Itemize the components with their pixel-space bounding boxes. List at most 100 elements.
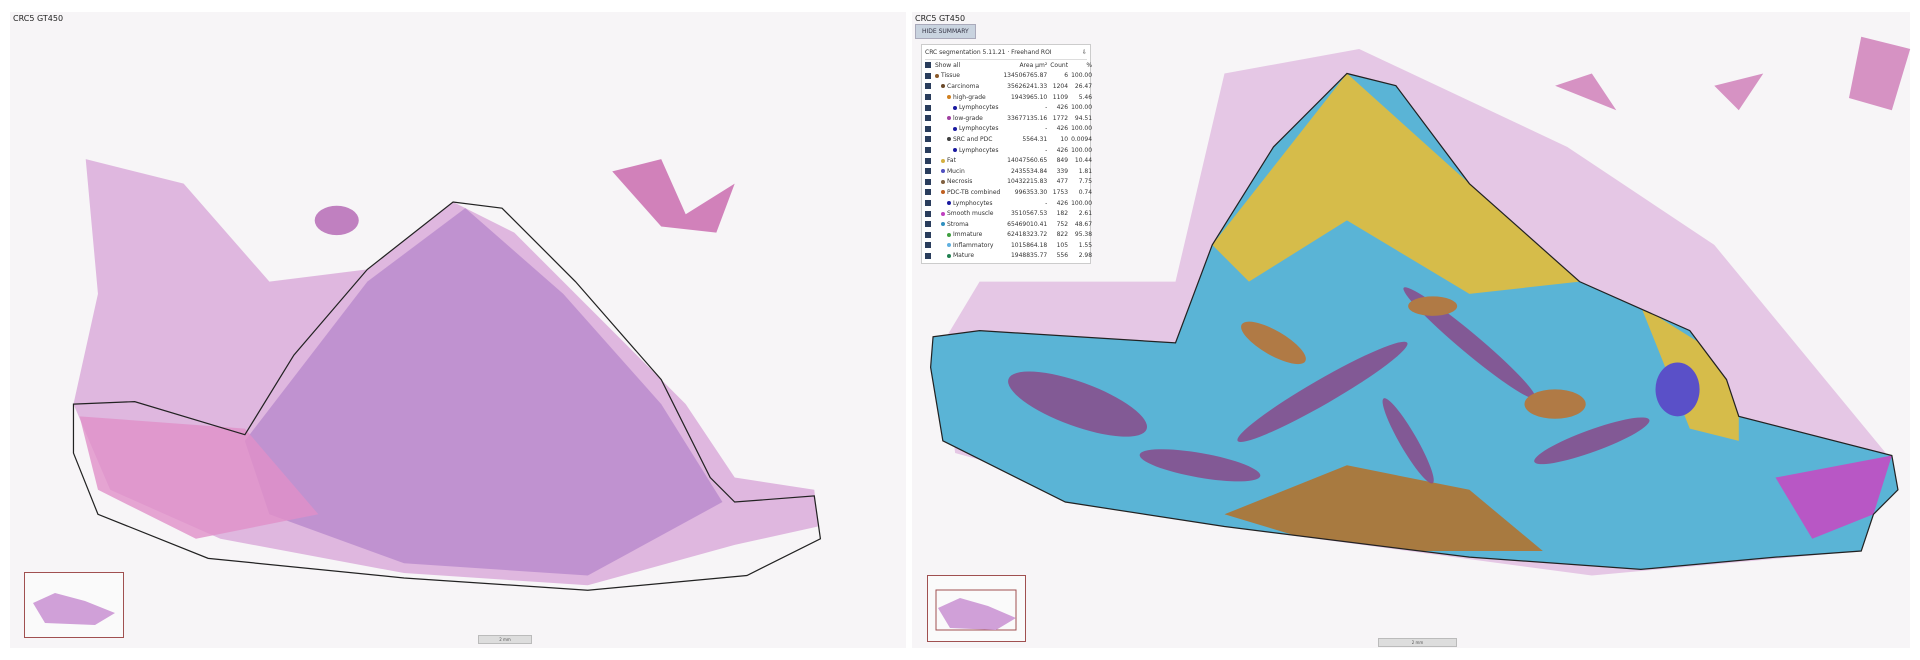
class-row: low-grade 33677135.16 1772 94.51 <box>925 113 1092 124</box>
name-cell: Lymphocytes <box>925 145 1000 156</box>
class-name: Inflammatory <box>953 241 994 249</box>
class-color <box>935 73 939 78</box>
checkbox[interactable] <box>925 136 931 143</box>
checkbox[interactable] <box>925 83 931 90</box>
pct-cell: 48.67 <box>1074 220 1093 228</box>
area-cell: 62418323.72 <box>1007 231 1048 239</box>
checkbox[interactable] <box>925 115 931 122</box>
checkbox[interactable] <box>925 242 931 249</box>
class-color <box>953 148 957 153</box>
pct-cell: 1.55 <box>1078 241 1093 249</box>
name-cell: Smooth muscle <box>925 208 1000 219</box>
checkbox[interactable] <box>925 189 931 196</box>
name-cell: Immature <box>925 230 1000 241</box>
name-cell: Inflammatory <box>925 240 1000 251</box>
count-cell: 752 <box>1056 220 1069 228</box>
checkbox[interactable] <box>925 231 931 238</box>
area-cell: - <box>1045 146 1048 154</box>
class-row: Immature 62418323.72 822 95.38 <box>925 230 1092 241</box>
pct-cell: 5.46 <box>1078 93 1093 101</box>
checkbox[interactable] <box>925 147 931 154</box>
class-name: low-grade <box>953 114 983 122</box>
pct-cell: 100.00 <box>1071 104 1093 112</box>
class-row: Stroma 65469010.41 752 48.67 <box>925 219 1092 230</box>
area-cell: 1948835.77 <box>1010 252 1048 260</box>
class-name: Carcinoma <box>947 82 980 90</box>
class-color <box>947 116 951 121</box>
area-cell: 5564.31 <box>1022 135 1048 143</box>
area-cell: - <box>1045 104 1048 112</box>
name-cell: low-grade <box>925 113 1000 124</box>
export-icon[interactable]: ⇩ <box>1081 49 1087 56</box>
hide-summary-button[interactable]: HIDE SUMMARY <box>915 24 976 39</box>
checkbox[interactable] <box>925 157 931 164</box>
class-name: Fat <box>947 157 956 165</box>
name-cell: PDC-TB combined <box>925 187 1000 198</box>
pct-cell: 2.98 <box>1078 252 1093 260</box>
checkbox[interactable] <box>925 210 931 217</box>
checkbox[interactable] <box>925 72 931 79</box>
count-cell: 105 <box>1056 241 1069 249</box>
class-color <box>947 137 951 142</box>
header-cell: Area µm² <box>1000 60 1047 71</box>
class-name: Stroma <box>947 220 969 228</box>
checkbox[interactable] <box>925 62 931 69</box>
header-cell: Count <box>1047 60 1068 71</box>
area-cell: 2435534.84 <box>1010 167 1048 175</box>
pct-cell: 94.51 <box>1074 114 1093 122</box>
overview-thumbnail[interactable] <box>927 575 1026 642</box>
count-cell: 426 <box>1056 104 1069 112</box>
name-cell: Necrosis <box>925 177 1000 188</box>
pct-cell: 0.0094 <box>1071 135 1093 143</box>
overview-thumbnail[interactable] <box>24 572 124 638</box>
class-color <box>941 179 945 184</box>
area-cell: 35626241.33 <box>1007 82 1048 90</box>
class-name: Lymphocytes <box>959 104 999 112</box>
class-row: Lymphocytes -426 100.00 <box>925 145 1092 156</box>
pct-cell: 100.00 <box>1071 72 1093 80</box>
class-color <box>941 169 945 174</box>
count-cell: 822 <box>1056 231 1069 239</box>
class-row: Lymphocytes -426 100.00 <box>925 198 1092 209</box>
class-color <box>941 158 945 163</box>
checkbox[interactable] <box>925 104 931 111</box>
header-text: % <box>1086 61 1093 69</box>
header-text: Show all <box>935 61 961 69</box>
area-cell: 134506765.87 <box>1003 72 1048 80</box>
class-row: high-grade 1943965.10 1109 5.46 <box>925 92 1092 103</box>
name-cell: Carcinoma <box>925 81 1000 92</box>
name-cell: Lymphocytes <box>925 124 1000 135</box>
area-cell: 33677135.16 <box>1007 114 1048 122</box>
pct-cell: 0.74 <box>1078 188 1093 196</box>
area-cell: - <box>1045 199 1048 207</box>
checkbox[interactable] <box>925 168 931 175</box>
class-row: Fat 14047560.65 849 10.44 <box>925 155 1092 166</box>
class-color <box>947 232 951 237</box>
name-cell: Mucin <box>925 166 1000 177</box>
class-name: Smooth muscle <box>947 210 994 218</box>
checkbox[interactable] <box>925 221 931 228</box>
pct-cell: 1.81 <box>1078 167 1093 175</box>
left-tissue <box>72 159 822 591</box>
checkbox[interactable] <box>925 125 931 132</box>
class-color <box>941 84 945 89</box>
count-cell: 1204 <box>1052 82 1069 90</box>
header-cell: % <box>1068 60 1092 71</box>
name-cell: Fat <box>925 155 1000 166</box>
pct-cell: 100.00 <box>1071 125 1093 133</box>
checkbox[interactable] <box>925 200 931 207</box>
checkbox[interactable] <box>925 178 931 185</box>
class-name: Necrosis <box>947 178 973 186</box>
checkbox[interactable] <box>925 94 931 101</box>
area-cell: 3510567.53 <box>1010 210 1048 218</box>
count-cell: 556 <box>1056 252 1069 260</box>
checkbox[interactable] <box>925 252 931 259</box>
class-row: Lymphocytes -426 100.00 <box>925 124 1092 135</box>
area-cell: 14047560.65 <box>1007 157 1048 165</box>
name-cell: high-grade <box>925 92 1000 103</box>
class-name: Mature <box>953 252 975 260</box>
area-cell: 10432215.83 <box>1007 178 1048 186</box>
class-color <box>947 201 951 206</box>
class-color <box>947 95 951 100</box>
